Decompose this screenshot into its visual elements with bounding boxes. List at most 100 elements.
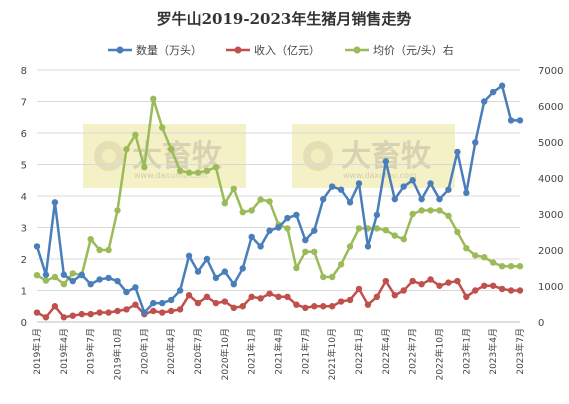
data-point[interactable] <box>51 199 59 206</box>
data-point[interactable] <box>266 227 273 234</box>
data-point[interactable] <box>230 185 237 192</box>
data-point[interactable] <box>472 139 479 146</box>
data-point[interactable] <box>382 277 390 285</box>
data-point[interactable] <box>302 236 309 244</box>
data-point[interactable] <box>167 146 175 153</box>
data-point[interactable] <box>454 277 461 285</box>
data-point[interactable] <box>400 183 407 190</box>
data-point[interactable] <box>436 195 443 203</box>
data-point[interactable] <box>498 263 506 270</box>
data-point[interactable] <box>185 292 193 299</box>
data-point[interactable] <box>78 271 85 278</box>
data-point[interactable] <box>427 180 434 187</box>
data-point[interactable] <box>159 124 166 131</box>
data-point[interactable] <box>257 295 264 302</box>
data-point[interactable] <box>69 270 76 277</box>
data-point[interactable] <box>311 248 318 255</box>
data-point[interactable] <box>33 243 41 250</box>
data-point[interactable] <box>60 281 68 288</box>
data-point[interactable] <box>328 183 336 190</box>
data-point[interactable] <box>489 88 497 96</box>
data-point[interactable] <box>391 232 398 239</box>
data-point[interactable] <box>114 277 121 285</box>
data-point[interactable] <box>266 198 273 205</box>
data-point[interactable] <box>445 279 452 286</box>
data-point[interactable] <box>328 303 336 310</box>
data-point[interactable] <box>463 245 470 252</box>
data-point[interactable] <box>257 243 264 250</box>
data-point[interactable] <box>328 273 336 281</box>
data-point[interactable] <box>141 164 148 171</box>
data-point[interactable] <box>320 303 327 310</box>
data-point[interactable] <box>123 306 130 313</box>
data-point[interactable] <box>284 214 291 222</box>
data-point[interactable] <box>123 288 130 296</box>
data-point[interactable] <box>33 309 41 316</box>
data-point[interactable] <box>436 282 443 289</box>
data-point[interactable] <box>203 167 211 174</box>
data-point[interactable] <box>275 293 282 300</box>
data-point[interactable] <box>445 186 452 193</box>
data-point[interactable] <box>507 287 515 294</box>
data-point[interactable] <box>498 82 506 89</box>
data-point[interactable] <box>507 263 515 270</box>
data-point[interactable] <box>203 293 211 300</box>
data-point[interactable] <box>409 177 416 184</box>
data-point[interactable] <box>489 259 497 266</box>
data-point[interactable] <box>355 225 363 232</box>
data-point[interactable] <box>481 282 488 289</box>
data-point[interactable] <box>507 117 515 124</box>
data-point[interactable] <box>176 167 184 174</box>
legend-item-revenue[interactable]: 收入（亿元） <box>226 43 320 57</box>
data-point[interactable] <box>320 195 327 203</box>
data-point[interactable] <box>516 287 524 294</box>
data-point[interactable] <box>194 299 202 307</box>
data-point[interactable] <box>194 268 202 275</box>
data-point[interactable] <box>114 307 121 315</box>
data-point[interactable] <box>266 290 273 297</box>
data-point[interactable] <box>176 306 184 313</box>
data-point[interactable] <box>409 210 416 218</box>
data-point[interactable] <box>346 243 354 250</box>
data-point[interactable] <box>248 233 255 241</box>
data-point[interactable] <box>60 314 68 321</box>
data-point[interactable] <box>284 293 291 300</box>
data-point[interactable] <box>221 200 229 207</box>
data-point[interactable] <box>516 117 524 124</box>
data-point[interactable] <box>33 272 41 279</box>
data-point[interactable] <box>427 207 434 214</box>
data-point[interactable] <box>51 273 59 281</box>
data-point[interactable] <box>105 309 112 316</box>
data-point[interactable] <box>436 207 443 214</box>
data-point[interactable] <box>248 207 255 214</box>
data-point[interactable] <box>150 299 157 307</box>
data-point[interactable] <box>69 312 76 319</box>
data-point[interactable] <box>311 303 318 310</box>
data-point[interactable] <box>382 158 390 165</box>
data-point[interactable] <box>373 225 381 232</box>
data-point[interactable] <box>373 293 381 300</box>
data-point[interactable] <box>337 186 345 193</box>
data-point[interactable] <box>123 146 130 153</box>
data-point[interactable] <box>132 301 139 308</box>
data-point[interactable] <box>105 274 112 282</box>
data-point[interactable] <box>159 299 166 307</box>
data-point[interactable] <box>284 225 291 232</box>
data-point[interactable] <box>489 282 497 289</box>
data-point[interactable] <box>96 276 103 283</box>
data-point[interactable] <box>212 164 220 171</box>
data-point[interactable] <box>141 309 148 316</box>
data-point[interactable] <box>150 95 157 103</box>
data-point[interactable] <box>51 303 59 310</box>
data-point[interactable] <box>176 287 184 294</box>
data-point[interactable] <box>463 189 470 197</box>
data-point[interactable] <box>275 224 282 231</box>
data-point[interactable] <box>409 277 416 285</box>
data-point[interactable] <box>212 299 220 307</box>
data-point[interactable] <box>42 314 50 321</box>
data-point[interactable] <box>445 212 452 219</box>
data-point[interactable] <box>391 292 398 299</box>
data-point[interactable] <box>337 298 345 305</box>
data-point[interactable] <box>418 195 425 203</box>
data-point[interactable] <box>391 195 398 203</box>
